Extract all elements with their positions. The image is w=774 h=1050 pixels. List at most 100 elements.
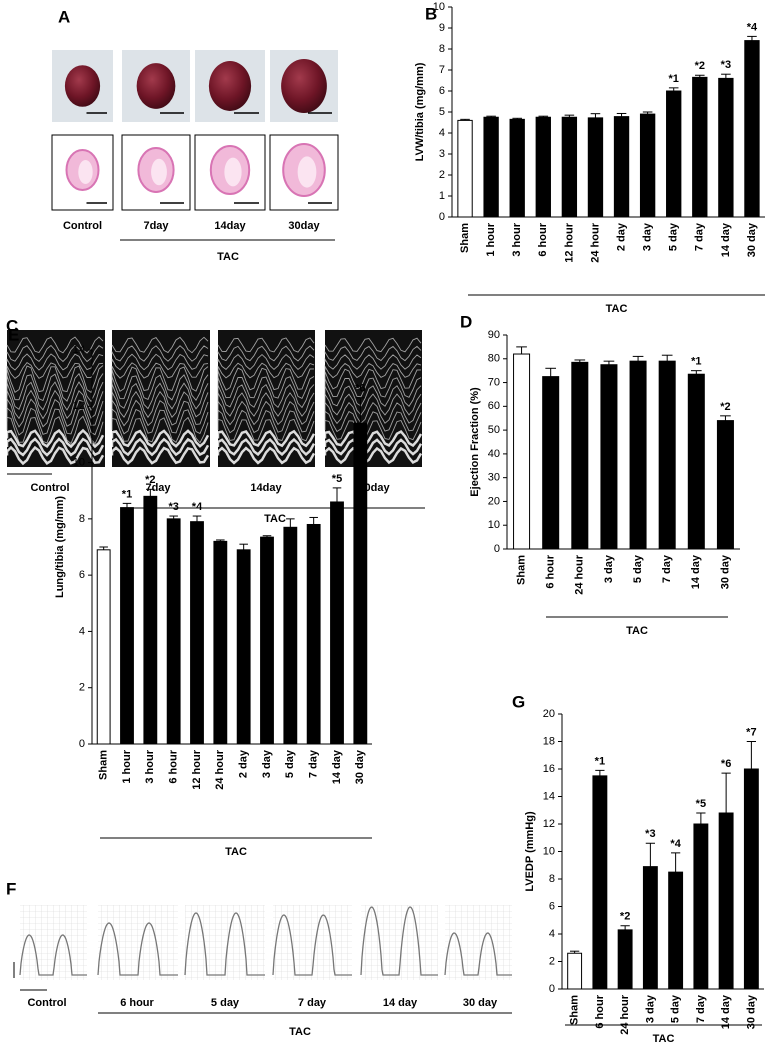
echo-trace (217, 353, 315, 371)
echo-trace (5, 428, 105, 449)
x-tick-label: 6 hour (545, 554, 557, 588)
error-bar (746, 741, 757, 769)
error-bar (262, 535, 272, 538)
y-tick-label: 10 (543, 845, 555, 857)
bar (542, 376, 560, 550)
echo-trace (324, 368, 422, 390)
x-tick-label: 6 hour (594, 994, 606, 1028)
y-axis-label: Ejection Fraction (%) (469, 387, 481, 497)
error-bar (569, 950, 580, 954)
echo-trace (324, 410, 422, 433)
bar (120, 507, 134, 745)
x-tick-label: 3 hour (144, 749, 156, 783)
y-tick-label: 2 (439, 169, 445, 181)
y-tick-label: 4 (549, 928, 555, 940)
histology-cavity (224, 157, 242, 187)
group-label: TAC (606, 303, 628, 315)
echo-trace (217, 337, 315, 353)
echo-trace (111, 382, 209, 410)
echo-trace (111, 353, 209, 371)
x-tick-label: 12 hour (191, 749, 203, 789)
pressure-trace (184, 912, 265, 976)
echo-trace (324, 377, 422, 398)
echo-trace (6, 353, 104, 371)
bar (143, 495, 158, 745)
caption: 14day (250, 482, 282, 494)
heart-photo (136, 63, 176, 109)
annotation: *4 (747, 21, 758, 33)
error-bar (695, 74, 705, 78)
pressure-trace (360, 906, 438, 976)
y-tick-label: 80 (488, 353, 500, 365)
echo-trace (111, 374, 209, 401)
annotation: *7 (746, 726, 756, 738)
y-tick-label: 90 (488, 329, 500, 341)
bar (166, 518, 181, 745)
error-bar (721, 772, 731, 813)
bar (190, 521, 204, 745)
annotation: *3 (168, 501, 178, 513)
x-tick-label: 2 day (615, 222, 627, 251)
x-tick-label: Sham (459, 223, 471, 253)
bar (353, 422, 368, 745)
bar (306, 523, 321, 745)
y-tick-label: 8 (439, 43, 445, 55)
echo-trace (217, 418, 315, 442)
error-bar (720, 415, 731, 421)
error-bar (642, 111, 653, 115)
error-bar (486, 115, 496, 118)
x-tick-label: 7 day (695, 994, 707, 1023)
error-bar (538, 115, 549, 118)
error-bar (356, 397, 365, 424)
caption: 7 day (298, 997, 327, 1009)
error-bar (661, 354, 673, 362)
y-axis-label: Lung/tibia (mg/mm) (54, 496, 66, 598)
bar (718, 812, 734, 990)
error-bar (146, 488, 155, 497)
panel-letter: F (6, 879, 16, 898)
y-tick-label: 1 (439, 190, 445, 202)
error-bar (169, 515, 178, 519)
x-tick-label: 3 day (261, 749, 273, 778)
annotation: *2 (620, 911, 630, 923)
y-tick-label: 10 (488, 519, 500, 531)
annotation: *4 (670, 838, 681, 850)
echo-trace (6, 361, 104, 380)
error-bar (239, 543, 248, 550)
echo-trace (111, 398, 209, 427)
annotation: *1 (122, 488, 132, 500)
annotation: *4 (192, 501, 203, 513)
error-bar (545, 367, 557, 377)
y-tick-label: 12 (73, 400, 85, 412)
x-tick-label: 14 day (690, 554, 702, 589)
x-tick-label: 2 day (238, 749, 250, 778)
caption: Control (27, 997, 66, 1009)
bar (687, 373, 705, 550)
group-label: TAC (225, 846, 247, 858)
error-bar (564, 114, 575, 118)
y-tick-label: 2 (549, 955, 555, 967)
bar (567, 952, 583, 990)
annotation: *3 (645, 828, 655, 840)
y-tick-label: 2 (79, 682, 85, 694)
x-tick-label: 14 day (720, 994, 732, 1029)
bar (330, 501, 344, 745)
error-bar (516, 346, 527, 355)
bar (283, 526, 298, 745)
echo-trace (110, 446, 210, 465)
error-bar (616, 112, 627, 117)
echo-trace (111, 390, 209, 419)
x-tick-label: 7 day (308, 749, 320, 778)
bar (592, 775, 608, 990)
y-tick-label: 0 (439, 211, 445, 223)
echo-trace (110, 429, 210, 448)
bar (744, 40, 760, 218)
echo-trace (5, 437, 105, 457)
error-bar (286, 518, 295, 528)
pressure-trace (19, 934, 87, 976)
annotation: *5 (332, 473, 342, 485)
echo-trace (217, 392, 315, 417)
echo-trace (6, 406, 104, 436)
error-bar (696, 812, 706, 824)
echo-trace (6, 372, 104, 403)
